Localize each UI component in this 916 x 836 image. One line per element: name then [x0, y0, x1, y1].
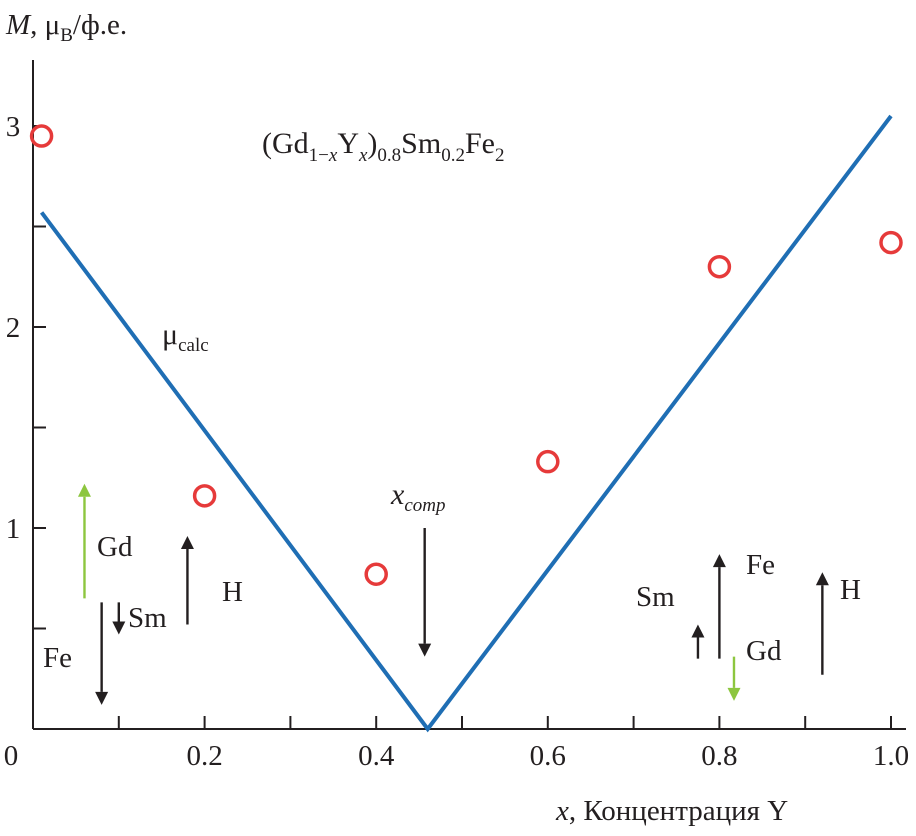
right-h-arrow-head	[815, 572, 829, 586]
right-sm-label: Sm	[636, 581, 675, 613]
x-tick-label-0: 0	[4, 740, 19, 772]
left-fe-arrow-head	[95, 691, 109, 705]
left-h-label: H	[222, 576, 243, 608]
left-fe-label: Fe	[43, 642, 72, 674]
data-point-5	[879, 230, 903, 255]
right-h-label: H	[840, 574, 861, 606]
x-axis-label: x, Концентрация Y	[555, 795, 788, 827]
right-sm-arrow-head	[691, 624, 705, 638]
right-gd-arrow-head	[727, 687, 741, 701]
right-gd-label: Gd	[746, 635, 782, 667]
x-tick-label-1: 0.2	[186, 740, 222, 772]
x-tick-label-4: 0.8	[701, 740, 737, 772]
mu-calc-label: μcalc	[162, 318, 209, 356]
right-fe-arrow-head	[712, 554, 726, 568]
chart-title: (Gd1−xYx)0.8Sm0.2Fe2	[262, 127, 504, 166]
y-axis-label: M, μB/ф.е.	[5, 9, 127, 46]
y-tick-label-1: 2	[6, 312, 21, 344]
x-tick-label-3: 0.6	[530, 740, 566, 772]
data-point-1	[192, 484, 217, 508]
x-comp-label: xcomp	[390, 478, 445, 516]
data-point-4	[707, 254, 732, 279]
data-point-2	[364, 562, 388, 586]
left-sm-label: Sm	[128, 602, 167, 634]
calc-moment-line	[39, 114, 893, 733]
left-gd-arrow-head	[77, 483, 91, 497]
right-fe-label: Fe	[746, 549, 775, 581]
left-sm-arrow-head	[112, 621, 126, 635]
x-tick-label-2: 0.4	[358, 740, 395, 772]
y-tick-label-0: 1	[6, 513, 21, 545]
left-h-arrow-head	[180, 536, 194, 550]
x-tick-label-5: 1.0	[873, 740, 909, 772]
left-gd-label: Gd	[97, 531, 133, 563]
y-tick-label-2: 3	[6, 111, 21, 143]
data-point-3	[536, 449, 560, 474]
chart-plot-layer: 0 0.2 0.4 0.6 0.8 1.0 1 2 3	[4, 60, 909, 772]
data-point-0	[29, 124, 54, 148]
xcomp-arrow-head	[418, 643, 432, 657]
